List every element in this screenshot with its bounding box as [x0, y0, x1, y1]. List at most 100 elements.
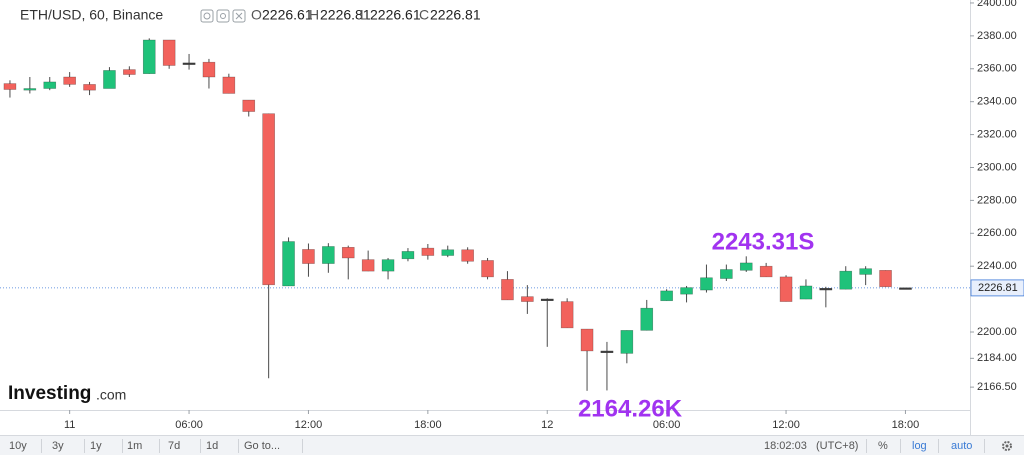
candle-body	[401, 251, 415, 260]
ohlc-label: C	[419, 7, 429, 23]
ohlc-value: 2226.81	[320, 7, 371, 23]
price-tag: 2226.81	[978, 282, 1018, 294]
annotation: 2243.31S	[712, 228, 815, 255]
separator	[900, 439, 901, 453]
y-tick-label: 2240.00	[977, 260, 1017, 272]
candle-body	[23, 88, 37, 91]
candle-body	[162, 39, 176, 66]
candle-body	[899, 287, 912, 290]
toolbar-item[interactable]: 1m	[127, 440, 143, 452]
candle-body	[759, 265, 773, 278]
toolbar-item[interactable]: %	[878, 440, 888, 452]
candle-body	[202, 61, 216, 78]
chart: ETH/USD, 60, Binance Investing .com 2400…	[0, 0, 1024, 435]
candle-body	[739, 262, 753, 271]
y-tick-label: 2320.00	[977, 128, 1017, 140]
candle-body	[3, 83, 17, 90]
toolbar-item[interactable]: 10y	[9, 440, 27, 452]
candle-body	[302, 249, 315, 264]
y-tick-label: 2184.00	[977, 352, 1017, 364]
candle-body	[640, 307, 654, 331]
gear-inner	[1005, 444, 1009, 448]
toolbar: 10y 3y 1y 1m 7d 1d Go to... 18:02:03 (UTC+8)% log…	[0, 435, 1024, 455]
toolbar-item[interactable]: log	[912, 440, 927, 452]
separator	[159, 439, 160, 453]
candle-body	[361, 259, 375, 272]
settings-button[interactable]	[1000, 439, 1014, 453]
legend-icons	[200, 9, 246, 23]
toolbar-item: (UTC+8)	[816, 440, 859, 452]
candle-body	[103, 70, 116, 89]
candle-body	[879, 270, 892, 288]
separator	[122, 439, 123, 453]
candle-body	[700, 277, 713, 291]
candle-body	[142, 39, 156, 75]
candle-body	[63, 76, 76, 85]
x-tick-label: 06:00	[653, 419, 681, 431]
candle-body	[481, 260, 494, 278]
candle-body	[660, 290, 673, 302]
candle-body	[461, 249, 474, 262]
x-tick-label: 12:00	[772, 419, 800, 431]
x-tick-label: 12:00	[295, 419, 323, 431]
candle-body	[501, 279, 514, 301]
y-tick-label: 2280.00	[977, 194, 1017, 206]
chart-title: ETH/USD, 60, Binance	[20, 7, 163, 23]
price-tag-box	[970, 279, 1024, 297]
candle-body	[262, 113, 275, 286]
candle-body	[441, 249, 455, 256]
toolbar-item[interactable]: auto	[951, 440, 973, 452]
separator	[938, 439, 939, 453]
candle-body	[680, 287, 693, 295]
toolbar-item[interactable]: 1d	[206, 440, 219, 452]
y-tick-label: 2400.00	[977, 0, 1017, 9]
separator	[41, 439, 42, 453]
x-tick-label: 06:00	[175, 419, 203, 431]
x-tick-label: 11	[64, 419, 75, 431]
candle-body	[779, 276, 793, 302]
candle-body	[182, 62, 196, 65]
candle-body	[282, 241, 295, 287]
separator	[200, 439, 201, 453]
candle-body	[540, 298, 554, 301]
logo-brand: Investing	[8, 383, 91, 404]
toolbar-item[interactable]: 7d	[168, 440, 181, 452]
candle-body	[421, 247, 435, 256]
x-tick-label: 18:00	[892, 419, 920, 431]
icon-settings-dot	[220, 13, 226, 19]
logo-suffix: .com	[96, 387, 126, 403]
ohlc-label: H	[309, 7, 319, 23]
toolbar-item[interactable]: Go to...	[244, 440, 281, 452]
gear-outer	[1002, 441, 1012, 451]
separator	[238, 439, 239, 453]
ohlc-value: 2226.61	[262, 7, 313, 23]
candle-body	[83, 84, 96, 91]
x-tick-label: 18:00	[414, 419, 442, 431]
y-tick-label: 2340.00	[977, 96, 1017, 108]
separator	[984, 439, 985, 453]
icon-close-x	[235, 12, 243, 20]
ohlc-value: 2226.81	[430, 7, 481, 23]
candle-body	[521, 296, 534, 302]
candle-body	[381, 259, 395, 272]
candle-body	[859, 268, 872, 275]
icon-settings	[216, 9, 230, 23]
separator	[866, 439, 867, 453]
candle-body	[222, 76, 236, 94]
toolbar-item[interactable]: 1y	[90, 440, 102, 452]
toolbar-item[interactable]: 3y	[52, 440, 64, 452]
ohlc-value: 2226.61	[370, 7, 421, 23]
icon-eye	[200, 9, 214, 23]
toolbar-item: 18:02:03	[764, 440, 807, 452]
candle-body	[799, 285, 813, 300]
icon-eye-dot	[203, 12, 211, 20]
icon-close	[232, 9, 246, 23]
y-tick-label: 2260.00	[977, 227, 1017, 239]
candle-body	[43, 81, 57, 89]
ohlc-label: L	[360, 7, 368, 23]
y-tick-label: 2166.50	[977, 381, 1017, 393]
y-tick-label: 2200.00	[977, 326, 1017, 338]
y-tick-label: 2360.00	[977, 63, 1017, 75]
candle-body	[322, 246, 335, 264]
candle-body	[242, 99, 256, 112]
